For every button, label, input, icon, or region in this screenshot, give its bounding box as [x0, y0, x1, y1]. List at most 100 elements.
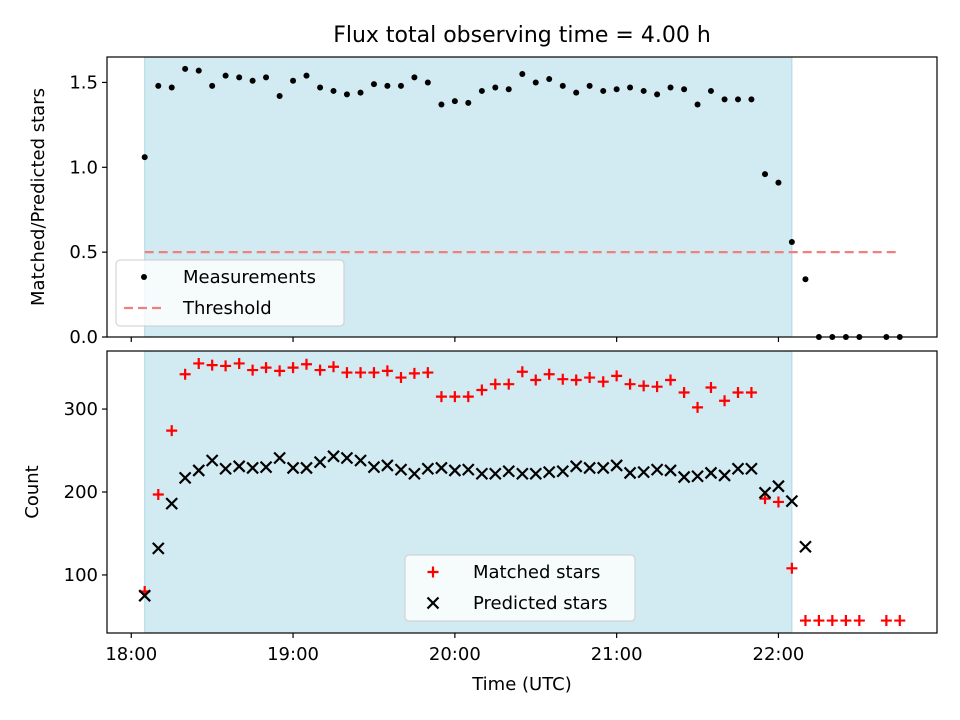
y-tick-label: 200 [64, 482, 98, 503]
matched-star-point [894, 615, 906, 627]
predicted-star-point [259, 460, 273, 474]
measurement-point [532, 79, 539, 86]
measurement-point [600, 87, 607, 94]
predicted-star-point [556, 464, 570, 478]
matched-star-point [638, 380, 650, 392]
measurement-point [519, 70, 526, 77]
measurement-point [627, 84, 634, 91]
y-tick-label: 1.0 [69, 157, 98, 178]
y-tick-label: 100 [64, 565, 98, 586]
legend-predicted-swatch [426, 596, 440, 610]
measurement-point [222, 72, 229, 79]
chart-title: Flux total observing time = 4.00 h [333, 23, 711, 48]
predicted-star-point [637, 465, 650, 479]
predicted-star-point [165, 497, 178, 510]
predicted-star-point [178, 471, 192, 485]
measurement-point [492, 84, 499, 91]
measurement-point [370, 81, 377, 88]
matched-star-point [719, 395, 731, 407]
measurement-point [505, 86, 512, 93]
bottom-y-axis-label: Count [22, 465, 43, 518]
predicted-star-point [462, 463, 475, 476]
series-predicted-stars [138, 450, 812, 602]
matched-star-point [826, 615, 838, 627]
predicted-star-point [489, 467, 502, 481]
measurement-point [654, 91, 661, 98]
matched-star-point [489, 378, 501, 390]
legend-label: Measurements [183, 267, 316, 288]
predicted-star-point [192, 464, 206, 477]
predicted-star-point [731, 462, 745, 476]
predicted-star-point [340, 451, 354, 465]
measurement-point [707, 87, 714, 94]
predicted-star-point [785, 494, 799, 508]
predicted-star-point [408, 467, 421, 481]
predicted-star-point [313, 455, 327, 469]
predicted-star-point [650, 463, 664, 476]
top-panel-ratio: 0.0 0.5 1.0 1.5 Measurements Threshold [69, 56, 938, 348]
legend-label: Matched stars [473, 562, 600, 583]
predicted-star-point [381, 459, 394, 472]
x-tick-label: 20:00 [429, 644, 481, 665]
measurement-point [182, 65, 189, 72]
predicted-star-point [367, 460, 381, 474]
matched-star-point [516, 366, 528, 378]
matched-star-point [462, 391, 474, 403]
y-tick-label: 1.5 [69, 72, 98, 93]
predicted-star-point [421, 462, 435, 476]
predicted-star-point [542, 465, 556, 479]
predicted-star-point [610, 459, 623, 472]
legend-box [115, 259, 345, 327]
predicted-star-point [691, 469, 704, 483]
measurement-point [640, 87, 647, 94]
matched-star-point [300, 358, 312, 370]
measurement-point [681, 86, 688, 93]
matched-star-point [287, 362, 299, 374]
matched-star-point [786, 562, 798, 574]
series-measurements [141, 65, 903, 340]
measurement-point [168, 84, 175, 91]
legend: Matched stars Predicted stars [404, 554, 636, 622]
matched-star-point [692, 401, 704, 413]
legend-box [404, 554, 636, 622]
legend-label: Predicted stars [473, 593, 607, 614]
y-tick-label: 300 [64, 399, 98, 420]
matched-star-point [328, 361, 340, 373]
measurement-point [290, 77, 297, 84]
predicted-star-point [704, 466, 718, 480]
matched-star-point [260, 362, 272, 374]
predicted-star-point [475, 467, 489, 481]
predicted-star-point [569, 460, 583, 473]
predicted-star-point [745, 462, 758, 476]
measurement-point [330, 87, 337, 94]
predicted-star-point [677, 470, 691, 484]
matched-star-point [422, 367, 434, 379]
matched-star-point [665, 374, 677, 386]
matched-star-point [341, 367, 353, 379]
matched-star-point [368, 367, 380, 379]
x-axis-label: Time (UTC) [471, 674, 572, 695]
predicted-star-point [219, 462, 232, 476]
matched-star-point [557, 373, 569, 385]
matched-star-point [247, 364, 259, 376]
matched-star-point [152, 488, 164, 500]
measurement-point [667, 84, 674, 91]
measurement-point [209, 82, 216, 89]
matched-star-point [381, 365, 393, 377]
predicted-star-point [596, 461, 610, 475]
matched-star-point [799, 615, 811, 627]
measurement-point [559, 82, 566, 89]
predicted-star-point [327, 450, 340, 463]
matched-star-point [570, 374, 582, 386]
matched-star-point [233, 357, 245, 369]
matched-star-point [880, 615, 892, 627]
measurement-point [276, 93, 283, 100]
matched-star-point [274, 365, 286, 377]
predicted-star-point [664, 464, 677, 477]
measurement-point [303, 72, 310, 79]
measurement-point [694, 101, 701, 108]
predicted-star-point [718, 469, 731, 482]
matched-star-point [678, 386, 690, 398]
measurement-point [317, 84, 324, 91]
